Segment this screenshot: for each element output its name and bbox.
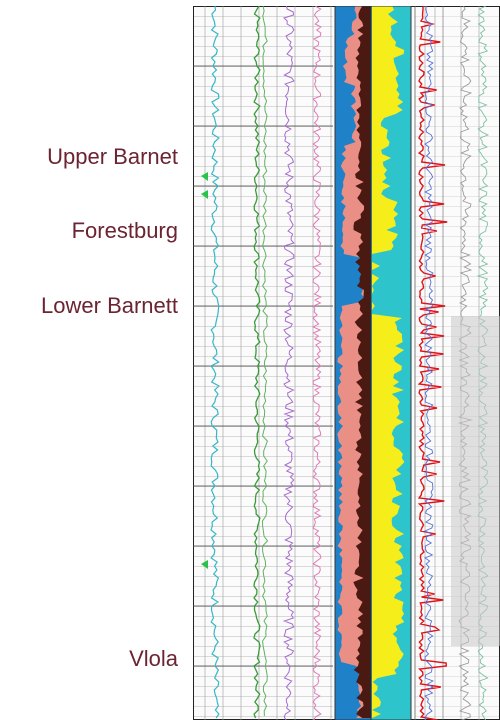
density-curve-purple [282,6,296,720]
formation-label-viola: Vlola [129,646,178,671]
formation-label-forestburg: Forestburg [71,218,178,243]
marker-green-2 [201,190,208,199]
marker-green-1 [201,172,208,181]
quartz-fill [372,6,405,718]
marker-green-3 [201,560,208,569]
mineralogy-track [334,6,412,720]
blue-curve [423,6,434,720]
organic-fill [353,6,371,718]
resistivity-curve-green [253,6,261,719]
red-curve [417,6,448,720]
neutron-curve-pink [312,6,322,720]
well-log-panel [193,6,500,720]
gamma-curve-cyan [210,6,220,719]
gray-shading [451,316,500,646]
formation-label-lower-barnett: Lower Barnett [41,293,178,318]
resistivity-curve-green-2 [261,6,269,717]
formation-label-upper-barnet: Upper Barnet [47,144,178,169]
